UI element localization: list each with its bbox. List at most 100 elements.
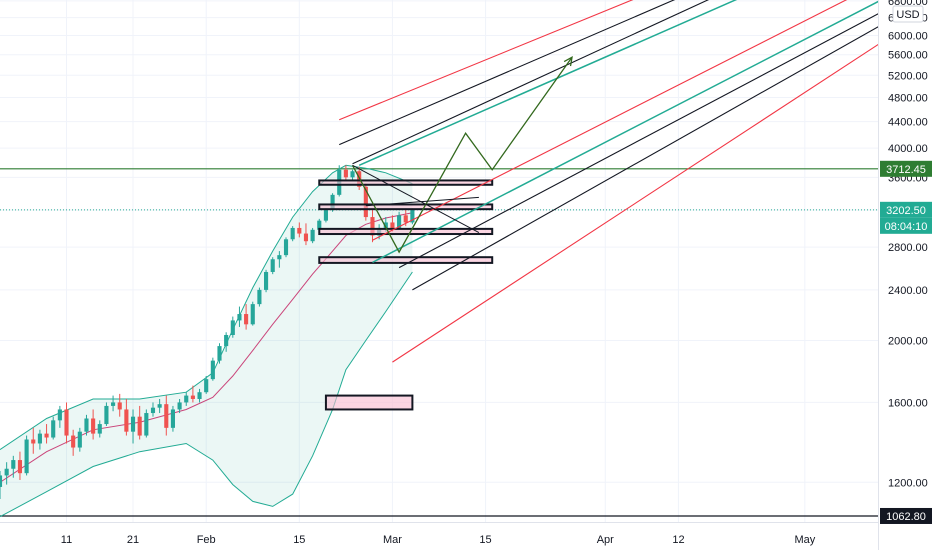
pitchfork-black-upper[interactable] <box>339 0 751 146</box>
pitchfork-teal-lower[interactable] <box>372 0 891 264</box>
candle-body <box>77 431 82 448</box>
candle[interactable] <box>77 427 82 452</box>
candle[interactable] <box>297 222 302 238</box>
zone-3[interactable] <box>318 227 494 236</box>
candle[interactable] <box>350 169 355 181</box>
candle[interactable] <box>283 237 289 258</box>
candle-body <box>44 433 49 438</box>
candle[interactable] <box>150 402 156 417</box>
candle[interactable] <box>37 429 42 450</box>
candle-body <box>263 271 269 290</box>
candle-body <box>303 233 309 242</box>
candle[interactable] <box>277 251 282 268</box>
candle-body <box>370 217 375 236</box>
candle[interactable] <box>144 409 149 438</box>
candle[interactable] <box>57 405 62 428</box>
candle[interactable] <box>263 269 269 293</box>
candle[interactable] <box>4 462 9 485</box>
candle[interactable] <box>244 304 249 330</box>
candle[interactable] <box>290 226 295 242</box>
candle[interactable] <box>31 427 36 454</box>
candle[interactable] <box>370 210 375 243</box>
candle-body <box>217 346 222 361</box>
candle[interactable] <box>117 393 122 417</box>
zones[interactable] <box>318 179 494 411</box>
price-tag-last-price: 3202.50 <box>880 201 932 218</box>
candle[interactable] <box>224 332 229 352</box>
candle[interactable] <box>17 451 23 480</box>
candle[interactable] <box>250 301 255 326</box>
candle[interactable] <box>257 287 262 307</box>
zone-1[interactable] <box>324 394 414 411</box>
pitchfork-black-lower[interactable] <box>398 0 918 269</box>
candles[interactable] <box>0 165 415 499</box>
candle[interactable] <box>177 398 182 414</box>
candle[interactable] <box>197 388 202 403</box>
candle[interactable] <box>130 409 136 444</box>
forecast-path[interactable] <box>351 56 573 254</box>
zone-2[interactable] <box>318 256 494 264</box>
pitchfork-teal-upper[interactable] <box>358 0 778 166</box>
candle[interactable] <box>137 405 142 440</box>
candle[interactable] <box>0 470 3 499</box>
candle[interactable] <box>24 435 29 476</box>
candle[interactable] <box>111 395 116 412</box>
candle[interactable] <box>190 385 195 403</box>
candle[interactable] <box>51 416 56 440</box>
y-tick-label: 1600.00 <box>888 397 928 409</box>
x-tick-label: Mar <box>383 534 402 546</box>
candle-body <box>363 186 368 218</box>
candle-body <box>257 289 262 305</box>
candle[interactable] <box>97 420 102 438</box>
candle-body <box>283 239 289 256</box>
candle[interactable] <box>237 306 242 327</box>
currency-label: USD <box>896 9 919 21</box>
candle[interactable] <box>124 398 129 436</box>
candle[interactable] <box>91 409 96 440</box>
candle-body <box>177 402 182 410</box>
zone-4[interactable] <box>318 203 494 211</box>
candle[interactable] <box>44 424 49 444</box>
pitchfork-red-outer-lower[interactable] <box>392 0 932 363</box>
candle-body <box>323 210 328 221</box>
pitchfork-black-lower-2[interactable] <box>412 0 931 291</box>
candle[interactable] <box>71 429 76 456</box>
candle[interactable] <box>410 208 415 225</box>
candle[interactable] <box>64 402 69 444</box>
currency-badge[interactable]: USD <box>892 5 924 23</box>
candle[interactable] <box>170 405 176 432</box>
drawings[interactable] <box>351 55 573 254</box>
candle[interactable] <box>303 223 309 246</box>
triangle-line[interactable] <box>365 196 479 207</box>
pitchfork-black-upper-2[interactable] <box>352 0 765 165</box>
candle-body <box>237 314 242 321</box>
candle-body <box>71 435 76 448</box>
candle[interactable] <box>204 375 209 394</box>
pitchfork-red-median[interactable] <box>372 0 897 241</box>
candle[interactable] <box>230 316 235 338</box>
candle[interactable] <box>164 395 169 436</box>
pitchfork-red-outer-upper[interactable] <box>339 0 731 121</box>
x-axis[interactable]: 11 21 Feb 15 Mar 15 Apr 12 May <box>0 522 878 547</box>
y-tick-label: 2000.00 <box>888 335 928 347</box>
candle[interactable] <box>310 227 315 244</box>
candle[interactable] <box>184 392 189 406</box>
candle[interactable] <box>210 357 215 381</box>
candle[interactable] <box>104 402 109 426</box>
triangle-line[interactable] <box>352 164 480 234</box>
price-tag-label: 08:04:10 <box>885 221 928 233</box>
candle[interactable] <box>270 257 275 275</box>
price-tag-bg <box>880 160 932 177</box>
pitchfork[interactable] <box>339 0 932 363</box>
candle[interactable] <box>323 208 328 223</box>
candle[interactable] <box>84 414 89 436</box>
zone-5[interactable] <box>318 179 494 186</box>
candle[interactable] <box>343 165 348 182</box>
bollinger-fill <box>0 165 413 517</box>
candle[interactable] <box>11 455 16 478</box>
candle[interactable] <box>217 343 222 364</box>
candle[interactable] <box>157 398 162 414</box>
